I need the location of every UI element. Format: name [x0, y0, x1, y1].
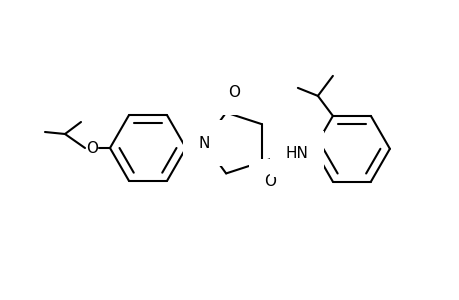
- Text: O: O: [263, 174, 275, 189]
- Text: HN: HN: [285, 146, 308, 161]
- Text: O: O: [228, 85, 240, 100]
- Text: N: N: [198, 136, 209, 151]
- Text: O: O: [86, 140, 98, 155]
